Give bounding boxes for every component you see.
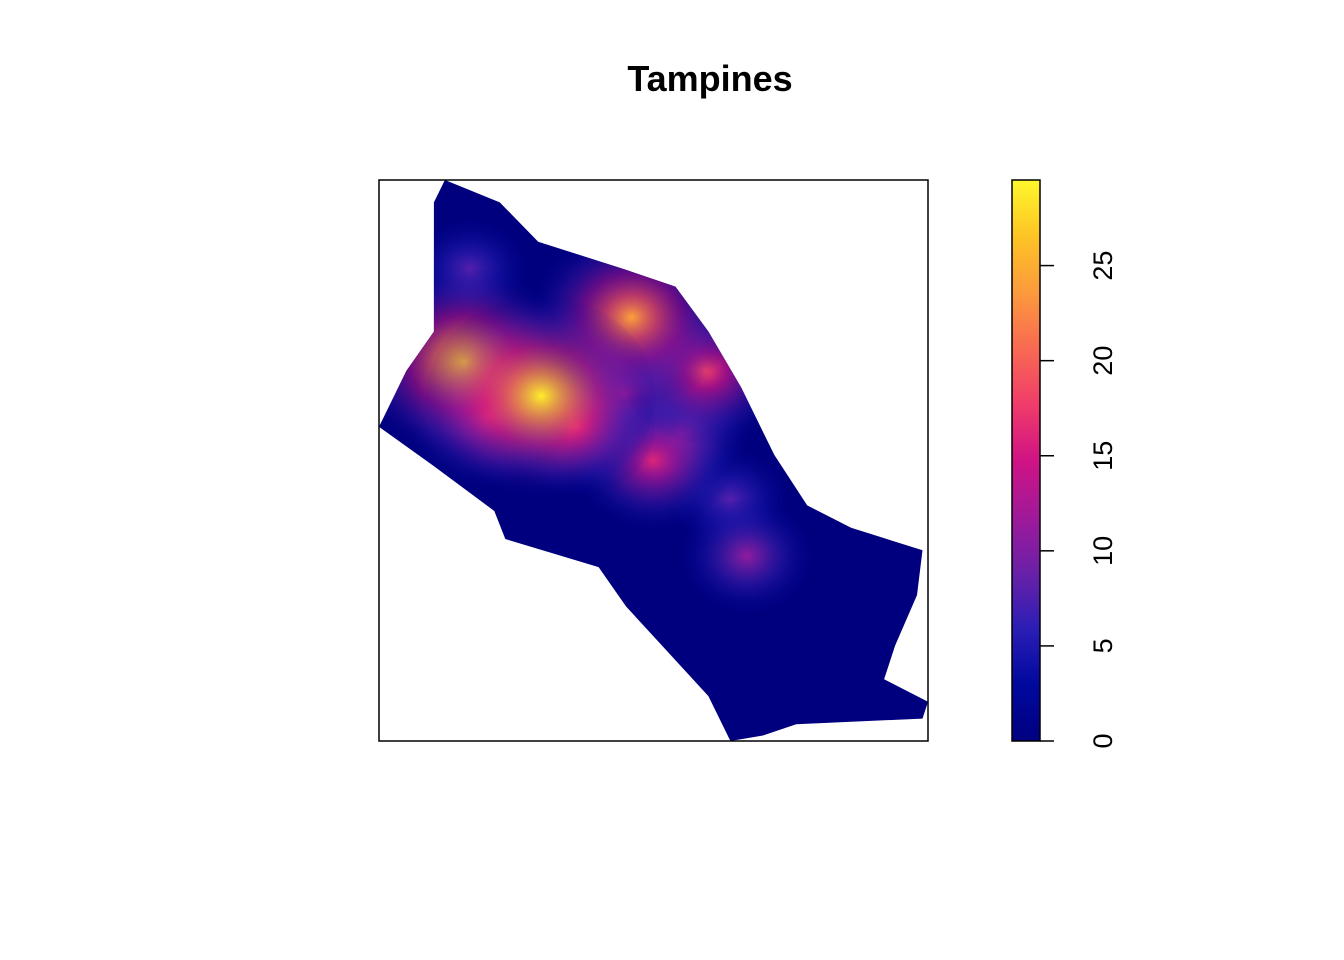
colorbar-tick-label: 10 (1088, 536, 1118, 566)
density-region (379, 180, 928, 741)
colorbar-tick-label: 15 (1088, 441, 1118, 471)
colorbar (1011, 179, 1041, 742)
colorbar-axis: 0 5 10 15 20 25 (1040, 251, 1118, 749)
density-hotspot (681, 499, 812, 613)
colorbar-tick-label: 20 (1088, 346, 1118, 376)
colorbar-tick-label: 5 (1088, 638, 1118, 653)
colorbar-tick-label: 25 (1088, 251, 1118, 281)
colorbar-tick-label: 0 (1088, 733, 1118, 748)
density-hotspot (426, 296, 656, 496)
plot-frame (378, 179, 929, 742)
chart-title: Tampines (627, 58, 793, 99)
